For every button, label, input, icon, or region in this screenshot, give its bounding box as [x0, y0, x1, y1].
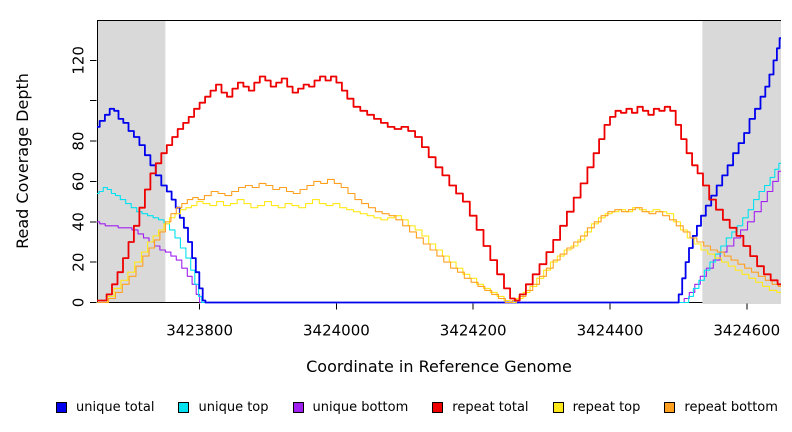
legend-swatch-unique-top — [178, 401, 190, 413]
legend-item-repeat-top: repeat top — [552, 399, 641, 415]
series-repeat-total-line — [97, 75, 781, 302]
x-axis-tick-label: 3424000 — [303, 322, 370, 340]
legend-item-repeat-total: repeat total — [432, 399, 529, 415]
x-axis-tick-label: 3424400 — [577, 322, 644, 340]
legend-swatch-repeat-top — [552, 401, 564, 413]
plot-box — [97, 20, 781, 303]
x-axis-tick-label: 3423800 — [166, 322, 233, 340]
x-axis-title: Coordinate in Reference Genome — [306, 357, 572, 376]
y-axis-title: Read Coverage Depth — [13, 73, 32, 249]
shaded-region-left-flank — [98, 21, 166, 302]
legend-label: unique top — [198, 399, 269, 415]
series-repeat-bottom-line — [97, 178, 781, 304]
chart-legend: unique total unique top unique bottom repea… — [0, 394, 792, 420]
legend-label: repeat bottom — [684, 399, 778, 415]
y-axis-tick-label: 80 — [70, 132, 88, 151]
series-unique-total-line — [97, 37, 781, 304]
legend-label: repeat top — [572, 399, 641, 415]
legend-swatch-unique-bottom — [292, 401, 304, 413]
legend-item-unique-top: unique top — [178, 399, 269, 415]
y-axis-tick-label: 60 — [70, 172, 88, 191]
x-axis-tick-label: 3424200 — [440, 322, 507, 340]
y-axis-tick-label: 0 — [70, 298, 88, 308]
y-axis-tick-label: 20 — [70, 253, 88, 272]
legend-swatch-repeat-bottom — [664, 401, 676, 413]
legend-label: unique bottom — [312, 399, 409, 415]
legend-label: unique total — [76, 399, 155, 415]
legend-swatch-repeat-total — [432, 401, 444, 413]
legend-label: repeat total — [452, 399, 529, 415]
series-repeat-top-line — [97, 199, 781, 304]
shaded-region-right-flank — [702, 21, 781, 304]
legend-item-repeat-bottom: repeat bottom — [664, 400, 778, 415]
y-axis-tick-label: 120 — [70, 46, 88, 75]
x-axis-tick-label: 3424600 — [713, 322, 780, 340]
legend-swatch-unique-total — [56, 401, 67, 413]
legend-item-unique-bottom: unique bottom — [292, 399, 409, 415]
coverage-chart: 3423800 3424000 3424200 3424400 3424600 0 20 40… — [13, 20, 781, 376]
y-axis-tick-label: 40 — [70, 212, 88, 231]
legend-item-unique-total: unique total — [56, 400, 154, 415]
